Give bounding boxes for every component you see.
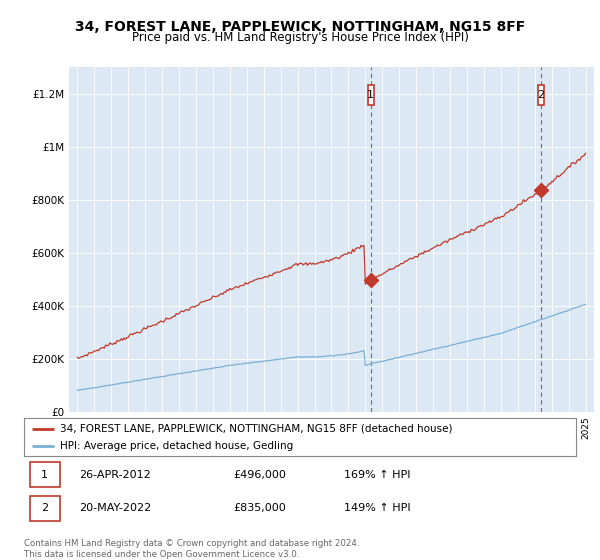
Text: 34, FOREST LANE, PAPPLEWICK, NOTTINGHAM, NG15 8FF (detached house): 34, FOREST LANE, PAPPLEWICK, NOTTINGHAM,… <box>60 423 452 433</box>
Text: 169% ↑ HPI: 169% ↑ HPI <box>344 470 410 479</box>
Text: 149% ↑ HPI: 149% ↑ HPI <box>344 503 411 513</box>
Text: £496,000: £496,000 <box>234 470 287 479</box>
Text: Price paid vs. HM Land Registry's House Price Index (HPI): Price paid vs. HM Land Registry's House … <box>131 31 469 44</box>
Text: 34, FOREST LANE, PAPPLEWICK, NOTTINGHAM, NG15 8FF: 34, FOREST LANE, PAPPLEWICK, NOTTINGHAM,… <box>75 20 525 34</box>
Text: 26-APR-2012: 26-APR-2012 <box>79 470 151 479</box>
Bar <box>538 85 544 105</box>
Text: HPI: Average price, detached house, Gedling: HPI: Average price, detached house, Gedl… <box>60 441 293 451</box>
Text: Contains HM Land Registry data © Crown copyright and database right 2024.
This d: Contains HM Land Registry data © Crown c… <box>24 539 359 559</box>
Bar <box>368 85 374 105</box>
Text: 2: 2 <box>41 503 48 513</box>
Text: 1: 1 <box>367 90 374 100</box>
Text: 2: 2 <box>538 90 545 100</box>
FancyBboxPatch shape <box>29 463 60 487</box>
FancyBboxPatch shape <box>29 496 60 521</box>
Text: £835,000: £835,000 <box>234 503 287 513</box>
Text: 1: 1 <box>41 470 48 479</box>
Text: 20-MAY-2022: 20-MAY-2022 <box>79 503 151 513</box>
